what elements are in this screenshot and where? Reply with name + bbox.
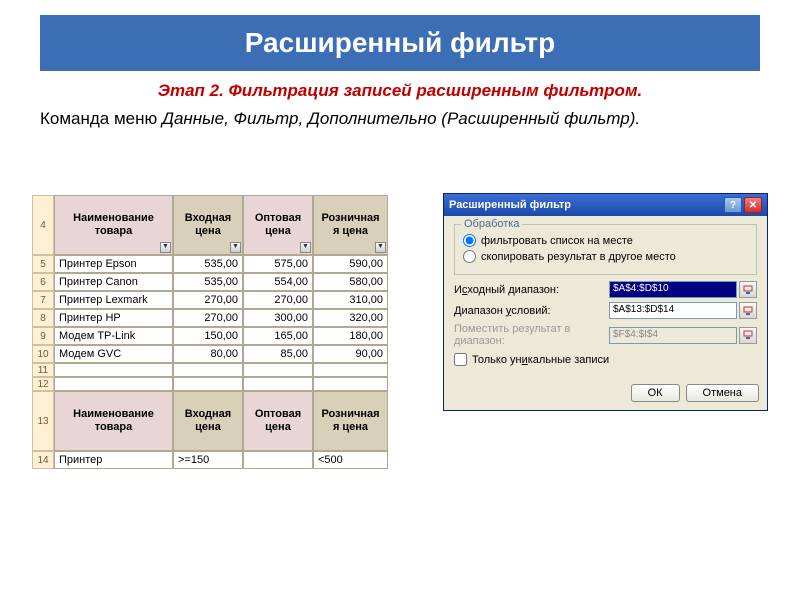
data-cell[interactable]: 270,00 [173,291,243,309]
unique-records-checkbox[interactable]: Только уникальные записи [454,353,757,366]
data-cell[interactable]: Принтер HP [54,309,173,327]
row-header[interactable]: 7 [32,291,54,309]
criteria-col-header[interactable]: Розничная я цена [313,391,388,451]
data-cell[interactable]: 270,00 [173,309,243,327]
field-label: Диапазон условий: [454,305,609,317]
source-range-input[interactable]: $A$4:$D$10 [609,281,737,298]
criteria-col-header[interactable]: Входная цена [173,391,243,451]
data-cell[interactable]: 180,00 [313,327,388,345]
radio-input[interactable] [463,234,476,247]
empty-cell[interactable] [243,377,313,391]
dialog-titlebar[interactable]: Расширенный фильтр ? ✕ [444,194,767,216]
filter-dropdown-icon[interactable]: ▼ [300,242,311,253]
criteria-cell[interactable]: <500 [313,451,388,469]
output-range-row: Поместить результат в диапазон: $F$4:$I$… [454,323,757,347]
criteria-cell[interactable]: >=150 [173,451,243,469]
empty-cell[interactable] [54,363,173,377]
data-cell[interactable]: 580,00 [313,273,388,291]
row-header[interactable]: 10 [32,345,54,363]
dialog-title: Расширенный фильтр [449,199,722,211]
radio-input[interactable] [463,250,476,263]
data-cell[interactable]: 590,00 [313,255,388,273]
group-label: Обработка [461,218,522,230]
source-range-row: Исходный диапазон: $A$4:$D$10 [454,281,757,298]
radio-filter-inplace[interactable]: фильтровать список на месте [463,234,748,247]
data-cell[interactable]: 310,00 [313,291,388,309]
data-cell[interactable]: 320,00 [313,309,388,327]
range-picker-icon[interactable] [739,327,757,344]
row-header[interactable]: 12 [32,377,54,391]
filter-dropdown-icon[interactable]: ▼ [160,242,171,253]
row-header[interactable]: 5 [32,255,54,273]
page-title: Расширенный фильтр [40,15,760,71]
data-cell[interactable]: 575,00 [243,255,313,273]
criteria-col-header[interactable]: Оптовая цена [243,391,313,451]
page-subtitle: Этап 2. Фильтрация записей расширенным ф… [40,81,760,101]
data-cell[interactable]: 535,00 [173,255,243,273]
empty-cell[interactable] [54,377,173,391]
empty-cell[interactable] [173,377,243,391]
spreadsheet-area: 4 Наименование товара▼ Входная цена▼ Опт… [32,195,388,469]
empty-cell[interactable] [313,377,388,391]
data-cell[interactable]: 85,00 [243,345,313,363]
checkbox-label: Только уникальные записи [472,354,609,366]
data-cell[interactable]: 150,00 [173,327,243,345]
data-cell[interactable]: 535,00 [173,273,243,291]
data-cell[interactable]: 554,00 [243,273,313,291]
close-icon[interactable]: ✕ [744,197,762,213]
row-header[interactable]: 11 [32,363,54,377]
data-cell[interactable]: 90,00 [313,345,388,363]
col-header-wholesale[interactable]: Оптовая цена▼ [243,195,313,255]
col-header-name[interactable]: Наименование товара▼ [54,195,173,255]
ok-button[interactable]: ОК [631,384,680,402]
data-cell[interactable]: Принтер Epson [54,255,173,273]
radio-label: фильтровать список на месте [481,235,633,247]
checkbox-input[interactable] [454,353,467,366]
data-cell[interactable]: Принтер Canon [54,273,173,291]
criteria-cell[interactable]: Принтер [54,451,173,469]
filter-dropdown-icon[interactable]: ▼ [375,242,386,253]
empty-cell[interactable] [243,363,313,377]
row-header[interactable]: 13 [32,391,54,451]
range-picker-icon[interactable] [739,302,757,319]
data-cell[interactable]: 80,00 [173,345,243,363]
criteria-col-header[interactable]: Наименование товара [54,391,173,451]
row-header[interactable]: 4 [32,195,54,255]
criteria-range-row: Диапазон условий: $A$13:$D$14 [454,302,757,319]
output-range-input: $F$4:$I$4 [609,327,737,344]
field-label-disabled: Поместить результат в диапазон: [454,323,609,347]
col-header-input-price[interactable]: Входная цена▼ [173,195,243,255]
data-cell[interactable]: 165,00 [243,327,313,345]
row-header[interactable]: 14 [32,451,54,469]
data-cell[interactable]: Принтер Lexmark [54,291,173,309]
help-icon[interactable]: ? [724,197,742,213]
cancel-button[interactable]: Отмена [686,384,759,402]
filter-dropdown-icon[interactable]: ▼ [230,242,241,253]
radio-copy-elsewhere[interactable]: скопировать результат в другое место [463,250,748,263]
criteria-range-input[interactable]: $A$13:$D$14 [609,302,737,319]
data-cell[interactable]: Модем GVC [54,345,173,363]
row-header[interactable]: 9 [32,327,54,345]
empty-cell[interactable] [313,363,388,377]
data-cell[interactable]: 300,00 [243,309,313,327]
data-cell[interactable]: 270,00 [243,291,313,309]
row-header[interactable]: 6 [32,273,54,291]
data-cell[interactable]: Модем TP-Link [54,327,173,345]
empty-cell[interactable] [173,363,243,377]
row-header[interactable]: 8 [32,309,54,327]
col-header-retail[interactable]: Розничная я цена▼ [313,195,388,255]
range-picker-icon[interactable] [739,281,757,298]
body-text: Команда меню Данные, Фильтр, Дополнитель… [40,109,760,129]
field-label: Исходный диапазон: [454,284,609,296]
action-group: Обработка фильтровать список на месте ск… [454,224,757,275]
criteria-cell[interactable] [243,451,313,469]
advanced-filter-dialog: Расширенный фильтр ? ✕ Обработка фильтро… [443,193,768,411]
radio-label: скопировать результат в другое место [481,251,676,263]
